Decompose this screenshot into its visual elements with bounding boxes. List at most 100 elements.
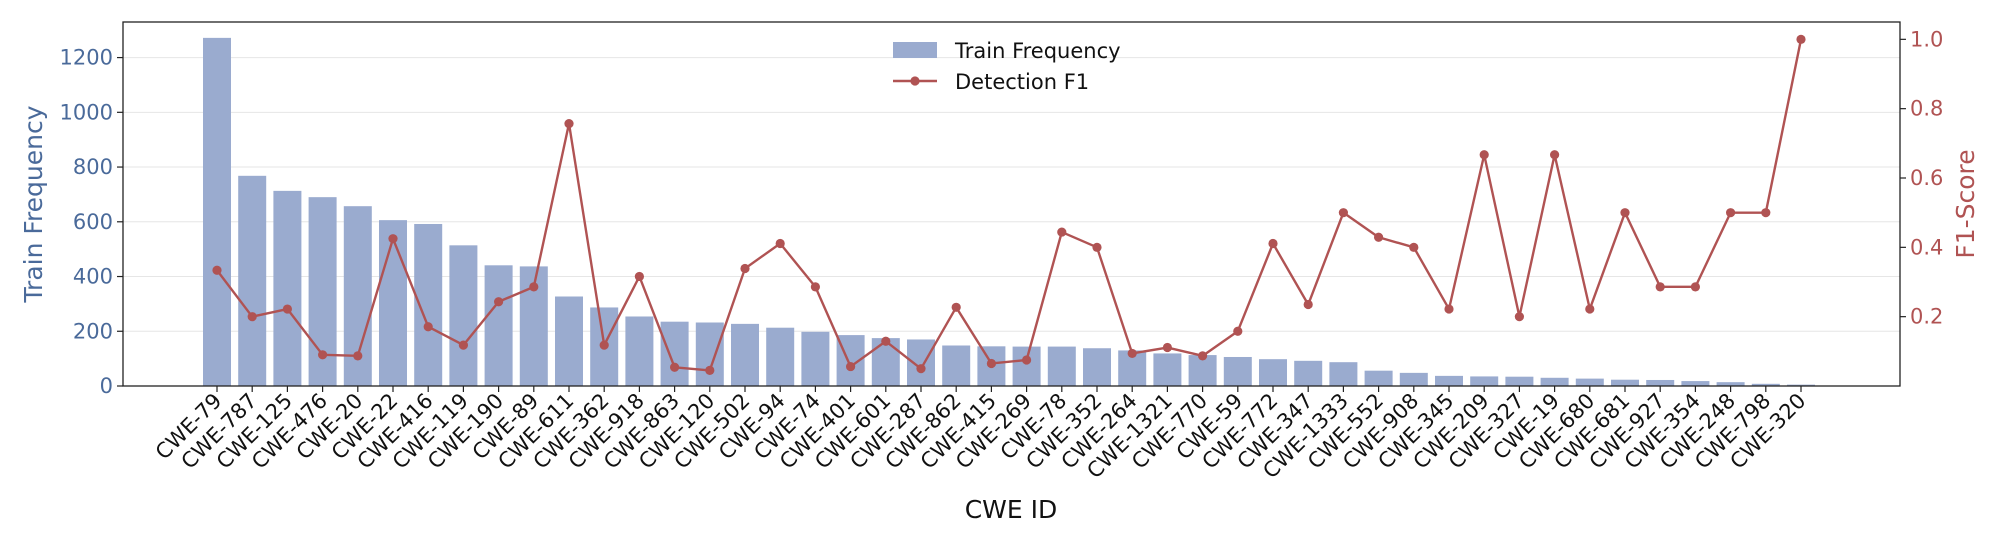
f1-point (1198, 351, 1208, 361)
f1-point (740, 263, 750, 274)
bar (449, 245, 478, 386)
bar (1259, 359, 1287, 386)
f1-point (1585, 304, 1595, 314)
bar (731, 323, 759, 386)
bar (907, 339, 935, 386)
bar (1751, 383, 1780, 386)
left-axis-label: Train Frequency (19, 105, 48, 303)
f1-point (1057, 227, 1067, 237)
left-tick-label: 200 (73, 319, 113, 343)
legend: Train Frequency Detection F1 (893, 39, 1121, 94)
bar (238, 175, 267, 386)
f1-point (1409, 242, 1419, 252)
f1-point (458, 340, 468, 350)
bar (766, 327, 795, 386)
f1-point (1127, 348, 1137, 359)
bar (1787, 384, 1815, 386)
bar (1294, 360, 1323, 386)
right-tick-label: 0.6 (1910, 166, 1943, 190)
f1-point (916, 364, 926, 374)
bar (942, 345, 971, 386)
f1-point (1726, 208, 1736, 218)
bar (1716, 382, 1745, 386)
bar (379, 220, 407, 386)
right-axis-label: F1-Score (1951, 149, 1980, 258)
bar (1540, 377, 1569, 386)
bar (1681, 381, 1710, 386)
bar (625, 316, 654, 386)
f1-point (881, 336, 891, 346)
f1-point (775, 238, 785, 249)
bar (1329, 362, 1358, 386)
bar (871, 338, 900, 386)
bar (203, 37, 231, 386)
f1-point (705, 365, 715, 375)
bar (1364, 370, 1393, 386)
f1-point (282, 304, 292, 314)
legend-label-train-frequency: Train Frequency (954, 39, 1121, 63)
left-tick-label: 1200 (60, 46, 113, 70)
f1-point (1761, 208, 1771, 218)
line-series (212, 34, 1806, 375)
f1-point (670, 362, 680, 372)
f1-point (353, 351, 363, 361)
left-tick-label: 1000 (60, 100, 113, 124)
f1-point (599, 340, 609, 350)
f1-point (846, 361, 856, 372)
right-tick-label: 1.0 (1910, 27, 1943, 51)
bar (1646, 379, 1675, 386)
bar (273, 190, 302, 386)
f1-point (1092, 242, 1102, 252)
bar (1575, 378, 1604, 386)
left-tick-label: 800 (73, 155, 113, 179)
f1-point (494, 297, 504, 307)
bar (1083, 348, 1111, 386)
f1-point (1514, 312, 1524, 322)
bar (801, 331, 830, 386)
bar (1047, 346, 1076, 386)
f1-point (388, 234, 398, 244)
plot-frame (122, 21, 1901, 387)
f1-point (1268, 238, 1278, 249)
bar (1435, 375, 1463, 386)
bar (1153, 353, 1182, 386)
f1-point (1690, 282, 1700, 292)
legend-bar-swatch (893, 42, 937, 58)
f1-point (1233, 326, 1243, 336)
f1-point (1479, 150, 1489, 160)
left-tick-label: 0 (100, 374, 113, 398)
bar (1223, 356, 1252, 386)
f1-line (216, 39, 1803, 372)
right-tick-label: 0.2 (1910, 305, 1943, 329)
bar (484, 265, 513, 386)
f1-point (1444, 304, 1454, 314)
bar (555, 296, 583, 386)
right-tick-label: 0.4 (1910, 235, 1943, 259)
f1-point (564, 118, 574, 129)
bar (1470, 376, 1499, 386)
f1-point (529, 282, 539, 292)
bar (1012, 346, 1041, 386)
bar (660, 321, 689, 386)
f1-point (1620, 208, 1630, 218)
f1-point (1655, 282, 1665, 292)
f1-point (1162, 342, 1172, 353)
f1-point (318, 350, 328, 360)
f1-point (986, 358, 997, 369)
bar (1611, 379, 1639, 386)
f1-point (212, 265, 222, 275)
bar (1505, 376, 1534, 386)
f1-point (1303, 299, 1313, 310)
f1-point (1022, 355, 1032, 365)
f1-point (247, 312, 257, 322)
f1-point (810, 282, 821, 292)
f1-point (1374, 232, 1384, 242)
f1-point (634, 271, 645, 282)
left-tick-label: 600 (73, 210, 113, 234)
legend-line-marker (910, 76, 920, 86)
right-tick-label: 0.8 (1910, 97, 1943, 121)
f1-point (1338, 208, 1348, 218)
bar (695, 322, 724, 386)
f1-point (1550, 150, 1560, 160)
